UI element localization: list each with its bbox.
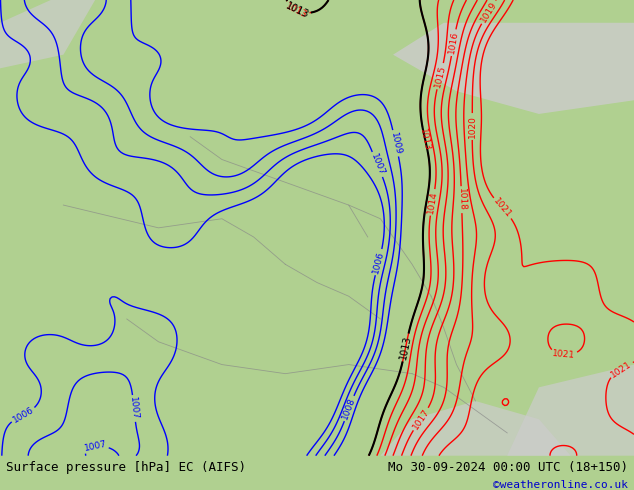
Polygon shape — [0, 0, 95, 69]
Text: 1013: 1013 — [283, 1, 310, 21]
Text: 1014: 1014 — [426, 190, 439, 214]
Text: 1021: 1021 — [552, 349, 576, 360]
Text: 1013: 1013 — [398, 335, 413, 361]
Text: Mo 30-09-2024 00:00 UTC (18+150): Mo 30-09-2024 00:00 UTC (18+150) — [387, 461, 628, 474]
Text: 1020: 1020 — [468, 115, 477, 138]
Text: 1019: 1019 — [479, 0, 498, 24]
Text: 1007: 1007 — [128, 396, 139, 420]
Text: 1009: 1009 — [389, 131, 403, 155]
Text: 1015: 1015 — [433, 64, 448, 88]
Text: 1021: 1021 — [609, 359, 633, 379]
Polygon shape — [507, 365, 634, 456]
Text: 1018: 1018 — [456, 188, 467, 211]
Text: 1006: 1006 — [372, 250, 386, 274]
Text: 1007: 1007 — [83, 440, 108, 453]
Text: 1007: 1007 — [369, 152, 386, 177]
Text: 1008: 1008 — [341, 396, 358, 421]
Text: ©weatheronline.co.uk: ©weatheronline.co.uk — [493, 480, 628, 490]
Text: Surface pressure [hPa] EC (AIFS): Surface pressure [hPa] EC (AIFS) — [6, 461, 247, 474]
Text: 1006: 1006 — [11, 405, 36, 425]
Text: 1021: 1021 — [492, 196, 514, 220]
Text: 1016: 1016 — [447, 30, 460, 55]
Text: 1013: 1013 — [418, 128, 432, 152]
Polygon shape — [393, 23, 634, 114]
Text: 1017: 1017 — [411, 407, 431, 431]
Polygon shape — [380, 401, 571, 456]
Text: 1013: 1013 — [284, 1, 309, 20]
